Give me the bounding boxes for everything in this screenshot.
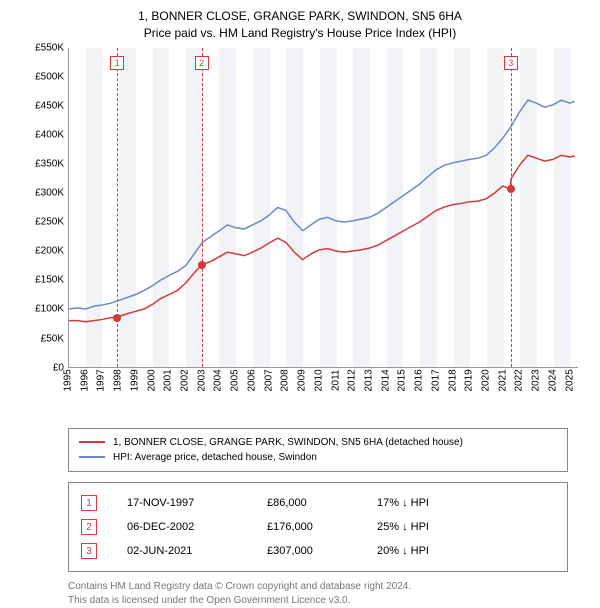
marker-dot (507, 185, 515, 193)
x-tick-label: 2016 (414, 370, 425, 392)
x-tick-label: 2019 (464, 370, 475, 392)
chart-container: 1, BONNER CLOSE, GRANGE PARK, SWINDON, S… (0, 0, 600, 590)
title-line1: 1, BONNER CLOSE, GRANGE PARK, SWINDON, S… (10, 8, 590, 25)
series-line-hpi (69, 100, 575, 309)
x-tick-label: 2011 (330, 370, 341, 392)
legend-swatch (79, 441, 105, 443)
x-tick-label: 2010 (313, 370, 324, 392)
marker-number-box: 3 (504, 56, 518, 70)
x-tick-label: 2022 (514, 370, 525, 392)
footer: Contains HM Land Registry data © Crown c… (68, 580, 590, 608)
x-tick-label: 2015 (397, 370, 408, 392)
y-tick-label: £350K (22, 158, 64, 169)
x-tick-label: 2003 (196, 370, 207, 392)
chart-svg (69, 48, 578, 367)
marker-date: 02-JUN-2021 (127, 545, 267, 557)
marker-row: 3 02-JUN-2021 £307,000 20% ↓ HPI (81, 539, 555, 563)
marker-date: 06-DEC-2002 (127, 521, 267, 533)
x-tick-label: 1996 (79, 370, 90, 392)
x-tick-label: 2020 (481, 370, 492, 392)
markers-table: 1 17-NOV-1997 £86,000 17% ↓ HPI 2 06-DEC… (68, 482, 568, 572)
y-tick-label: £550K (22, 42, 64, 53)
x-tick-label: 2014 (380, 370, 391, 392)
x-tick-label: 1997 (96, 370, 107, 392)
plot-region: 1 2 3 (68, 48, 578, 368)
legend-item: 1, BONNER CLOSE, GRANGE PARK, SWINDON, S… (79, 435, 557, 450)
series-line-property (69, 155, 575, 321)
marker-price: £176,000 (267, 521, 377, 533)
title-block: 1, BONNER CLOSE, GRANGE PARK, SWINDON, S… (10, 8, 590, 42)
x-tick-label: 2025 (564, 370, 575, 392)
y-tick-label: £0 (22, 362, 64, 373)
x-tick-label: 2008 (280, 370, 291, 392)
x-tick-label: 2013 (363, 370, 374, 392)
marker-diff: 17% ↓ HPI (377, 497, 497, 509)
legend-item: HPI: Average price, detached house, Swin… (79, 450, 557, 465)
x-tick-label: 2002 (180, 370, 191, 392)
x-tick-label: 2023 (531, 370, 542, 392)
y-tick-label: £300K (22, 188, 64, 199)
marker-diff: 20% ↓ HPI (377, 545, 497, 557)
y-tick-label: £150K (22, 275, 64, 286)
x-tick-label: 2000 (146, 370, 157, 392)
marker-dot (198, 261, 206, 269)
x-tick-label: 2006 (246, 370, 257, 392)
legend-label: HPI: Average price, detached house, Swin… (113, 452, 317, 463)
legend: 1, BONNER CLOSE, GRANGE PARK, SWINDON, S… (68, 428, 568, 472)
x-tick-label: 2012 (347, 370, 358, 392)
x-tick-label: 2018 (447, 370, 458, 392)
y-tick-label: £450K (22, 100, 64, 111)
marker-row: 1 17-NOV-1997 £86,000 17% ↓ HPI (81, 491, 555, 515)
marker-price: £86,000 (267, 497, 377, 509)
marker-diff: 25% ↓ HPI (377, 521, 497, 533)
x-tick-label: 1999 (129, 370, 140, 392)
x-tick-label: 2017 (430, 370, 441, 392)
marker-vline (202, 48, 203, 367)
x-tick-label: 2001 (163, 370, 174, 392)
y-tick-label: £100K (22, 304, 64, 315)
footer-line2: This data is licensed under the Open Gov… (68, 594, 590, 608)
marker-price: £307,000 (267, 545, 377, 557)
x-tick-label: 2007 (263, 370, 274, 392)
x-tick-label: 2024 (547, 370, 558, 392)
marker-dot (113, 314, 121, 322)
y-tick-label: £50K (22, 333, 64, 344)
x-tick-label: 2009 (297, 370, 308, 392)
title-line2: Price paid vs. HM Land Registry's House … (10, 25, 590, 42)
marker-date: 17-NOV-1997 (127, 497, 267, 509)
legend-swatch (79, 456, 105, 458)
legend-label: 1, BONNER CLOSE, GRANGE PARK, SWINDON, S… (113, 437, 463, 448)
marker-number-box: 1 (110, 56, 124, 70)
x-tick-label: 1995 (63, 370, 74, 392)
marker-number-box: 1 (81, 495, 97, 511)
marker-number-box: 2 (81, 519, 97, 535)
y-tick-label: £400K (22, 129, 64, 140)
marker-row: 2 06-DEC-2002 £176,000 25% ↓ HPI (81, 515, 555, 539)
x-tick-label: 2005 (230, 370, 241, 392)
footer-line1: Contains HM Land Registry data © Crown c… (68, 580, 590, 594)
y-tick-label: £500K (22, 71, 64, 82)
x-tick-label: 1998 (113, 370, 124, 392)
marker-number-box: 3 (81, 543, 97, 559)
y-tick-label: £250K (22, 217, 64, 228)
marker-vline (511, 48, 512, 367)
marker-number-box: 2 (195, 56, 209, 70)
y-tick-label: £200K (22, 246, 64, 257)
chart-area: 1 2 3 £0 £50K £100K £150K £200K £250K £300K £350K… (22, 48, 582, 388)
x-tick-label: 2021 (497, 370, 508, 392)
x-tick-label: 2004 (213, 370, 224, 392)
